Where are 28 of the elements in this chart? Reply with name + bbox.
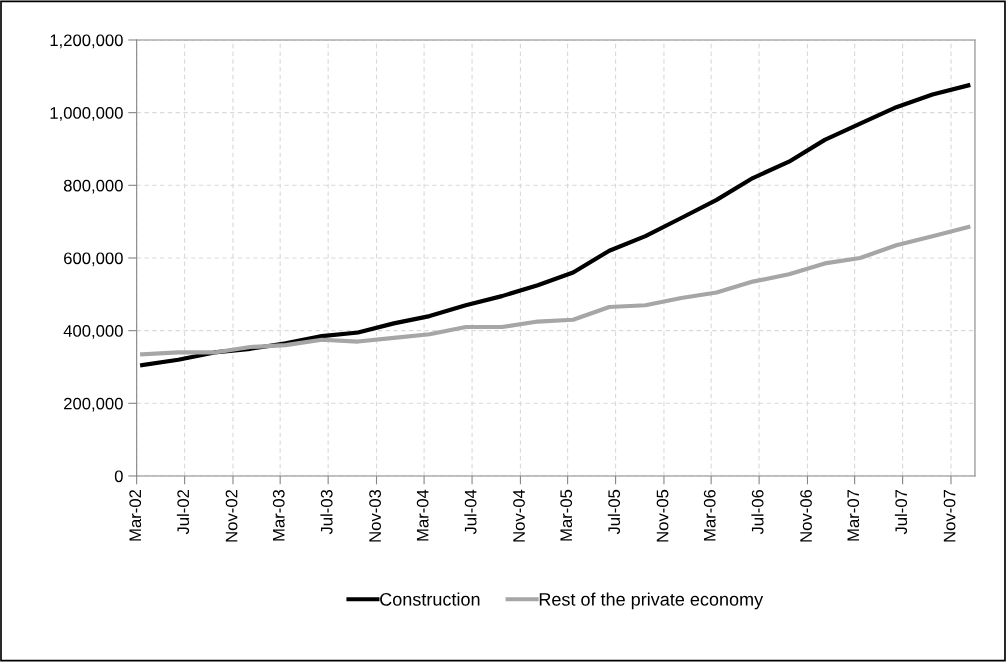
y-tick-label: 600,000 bbox=[64, 252, 123, 267]
x-tick-label: Jul-02 bbox=[176, 490, 190, 535]
x-tick-label: Nov-06 bbox=[800, 489, 812, 542]
x-tick-label: Nov-03 bbox=[369, 489, 381, 542]
x-tick-label: Mar-05 bbox=[560, 489, 573, 541]
legend-label: Rest of the private economy bbox=[539, 592, 764, 610]
y-tick-label: 0 bbox=[114, 470, 123, 483]
x-tick-label: Jul-07 bbox=[894, 490, 908, 535]
x-tick-label: Nov-05 bbox=[656, 489, 669, 542]
x-tick-label: Mar-03 bbox=[272, 489, 285, 541]
y-tick-label: 200,000 bbox=[64, 397, 123, 412]
x-tick-label: Nov-04 bbox=[513, 489, 525, 542]
x-tick-label: Nov-02 bbox=[225, 490, 238, 542]
line-series bbox=[140, 225, 971, 357]
y-tick-label: 400,000 bbox=[63, 325, 123, 339]
legend-label: Construction bbox=[380, 592, 480, 606]
x-tick-label: Jul-04 bbox=[464, 489, 477, 535]
y-tick-label: 800,000 bbox=[63, 179, 123, 194]
y-tick-label: 1,200,000 bbox=[50, 34, 123, 49]
x-tick-label: Mar-04 bbox=[416, 489, 429, 541]
x-tick-label: Jul-05 bbox=[607, 489, 621, 535]
x-tick-label: Nov-07 bbox=[943, 490, 956, 542]
x-tick-label: Mar-07 bbox=[847, 490, 860, 541]
x-tick-label: Mar-06 bbox=[703, 489, 716, 541]
x-tick-label: Jul-06 bbox=[751, 489, 764, 535]
x-tick-label: Jul-03 bbox=[320, 489, 333, 535]
x-tick-label: Mar-02 bbox=[129, 490, 142, 541]
y-tick-label: 1,000,000 bbox=[50, 107, 123, 121]
